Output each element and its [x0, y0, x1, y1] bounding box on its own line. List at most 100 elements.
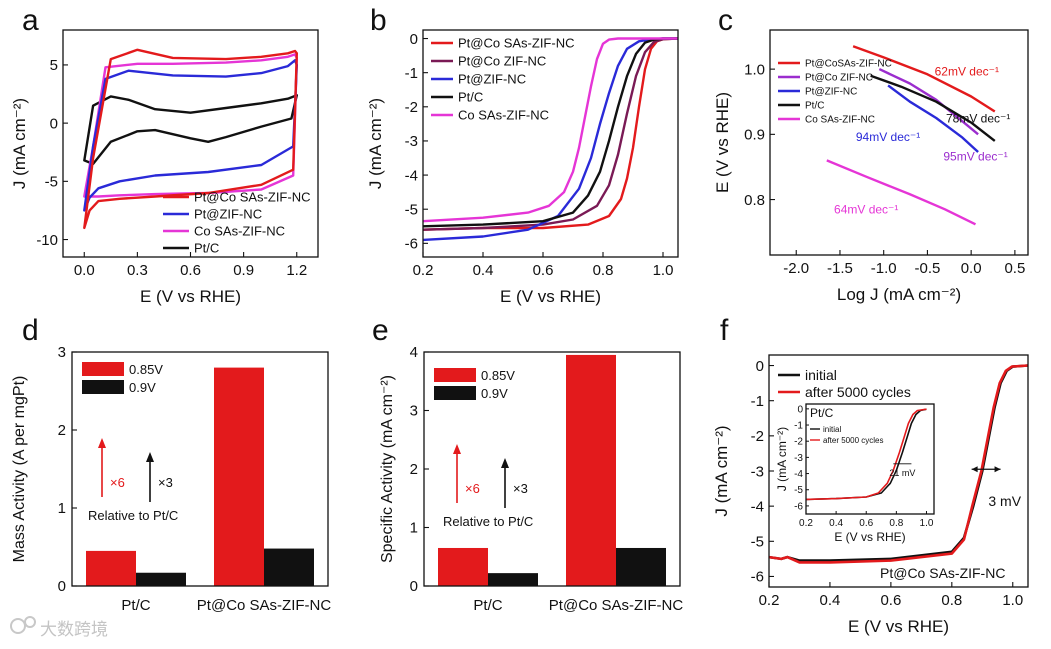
panel-label: b — [370, 4, 387, 37]
panel-label: c — [718, 4, 733, 37]
y-tick-label: -4 — [751, 498, 764, 515]
series-line-co-sas-zif-nc — [826, 159, 977, 226]
catalyst-label: Pt@Co SAs-ZIF-NC — [880, 565, 1005, 581]
series-line-co-sas-zif-nc — [422, 37, 678, 223]
inset-legend-entry: after 5000 cycles — [823, 436, 883, 445]
watermark: 大数跨境 — [10, 616, 108, 639]
bar-0-9v — [264, 548, 314, 586]
legend-swatch — [434, 368, 476, 382]
ratio-label-red: ×6 — [465, 481, 480, 496]
y-tick-label: 1 — [58, 500, 66, 517]
relative-note: Relative to Pt/C — [443, 514, 533, 529]
y-tick-label: -2 — [751, 428, 764, 445]
x-tick-label: 0.6 — [880, 592, 901, 609]
legend-entry: Pt@ZIF-NC — [805, 87, 857, 98]
panel-b: 0.2 0.4 0.6 0.8 1.0 0 -1 -2 -3 -4 -5 -6 E (V vs RHE)… — [366, 4, 679, 306]
legend-entry: Pt@Co ZIF-NC — [805, 73, 873, 84]
inset-y-tick-label: -2 — [794, 437, 803, 448]
legend-entry: Pt@CoSAs-ZIF-NC — [805, 59, 892, 70]
y-tick-label: 5 — [50, 57, 58, 74]
panel-d: Pt/C Pt@Co SAs-ZIF-NC 0 1 2 3 Mass Activity (A… — [11, 314, 331, 614]
x-tick-label: 0.4 — [473, 262, 494, 279]
y-tick-label: -1 — [751, 393, 764, 410]
inset-legend-entry: initial — [823, 425, 841, 434]
legend-entry: Pt/C — [194, 241, 219, 256]
panel-label: a — [22, 4, 39, 37]
x-tick-label: -0.5 — [914, 260, 940, 277]
y-tick-label: 0 — [58, 578, 66, 595]
legend-entry: 0.85V — [481, 368, 515, 383]
x-tick-label: 0.8 — [593, 262, 614, 279]
legend-swatch — [82, 362, 124, 376]
ratio-label-black: ×3 — [158, 475, 173, 490]
plot-frame — [71, 351, 329, 587]
y-axis-label: J (mA cm⁻²) — [712, 425, 731, 516]
inset-x-axis-label: E (V vs RHE) — [834, 530, 905, 544]
x-tick-label: 0.6 — [180, 262, 201, 279]
y-axis-label: Specific Activity (mA cm⁻²) — [379, 375, 396, 563]
y-tick-label: 2 — [58, 422, 66, 439]
legend-entry: Pt@ZIF-NC — [194, 207, 262, 222]
legend-swatch — [82, 380, 124, 394]
x-tick-label: 0.0 — [74, 262, 95, 279]
legend-entry: Pt@ZIF-NC — [458, 72, 526, 87]
ratio-label-red: ×6 — [110, 475, 125, 490]
inset-y-axis-label: J (mA cm⁻²) — [775, 427, 789, 491]
y-tick-label: 0 — [50, 115, 58, 132]
y-axis-label: J (mA cm⁻²) — [366, 98, 385, 189]
y-tick-label: -1 — [405, 65, 418, 82]
arrow-up-icon — [501, 458, 509, 468]
x-tick-label: 0.9 — [233, 262, 254, 279]
inset-y-tick-label: -6 — [794, 501, 803, 512]
y-tick-label: -5 — [751, 534, 764, 551]
y-tick-label: -5 — [405, 201, 418, 218]
panel-label: d — [22, 314, 39, 347]
bar-0-85v — [438, 547, 488, 586]
legend-entry: 0.9V — [129, 380, 156, 395]
y-tick-label: 0 — [410, 31, 418, 48]
series-line-after-5000-cycles — [768, 364, 1029, 564]
x-axis-label: E (V vs RHE) — [500, 287, 601, 306]
inset-x-tick-label: 0.6 — [859, 518, 873, 529]
ratio-label-black: ×3 — [513, 481, 528, 496]
series-line-after-5000-cycles — [805, 408, 927, 501]
y-tick-label: 3 — [410, 403, 418, 420]
inset-x-tick-label: 0.2 — [799, 518, 813, 529]
legend-swatch — [434, 386, 476, 400]
y-axis-label: Mass Activity (A per mgPt) — [11, 376, 28, 563]
bar-0-85v — [566, 354, 616, 586]
y-tick-label: 0 — [756, 358, 764, 375]
inset-y-tick-label: 0 — [797, 404, 803, 415]
legend-entry: after 5000 cycles — [805, 384, 911, 400]
legend-entry: 0.85V — [129, 362, 163, 377]
x-tick-label: 0.4 — [820, 592, 841, 609]
y-axis-label: J (mA cm⁻²) — [10, 98, 29, 189]
relative-note: Relative to Pt/C — [88, 508, 178, 523]
slope-annotation: 62mV dec⁻¹ — [935, 65, 999, 79]
legend-entry: Pt/C — [458, 90, 483, 105]
watermark-text: 大数跨境 — [40, 620, 108, 639]
y-tick-label: 2 — [410, 461, 418, 478]
legend-entry: Co SAs-ZIF-NC — [458, 108, 549, 123]
arrow-up-icon — [453, 444, 461, 454]
legend-entry: Pt@Co SAs-ZIF-NC — [458, 36, 574, 51]
legend-entry: Co SAs-ZIF-NC — [805, 115, 875, 126]
bar-0-85v — [214, 367, 264, 586]
inset-pt-c: 0.2 0.4 0.6 0.8 1.0 0 -1 -2 -3 -4 -5 -6 E (V vs RHE)… — [775, 403, 935, 544]
inset-y-tick-label: -5 — [794, 485, 803, 496]
legend-entry: Pt/C — [805, 101, 824, 112]
y-tick-label: -5 — [45, 174, 58, 191]
bar-0-85v — [86, 550, 136, 586]
watermark-logo-icon — [10, 616, 36, 634]
x-axis-label: Log J (mA cm⁻²) — [837, 285, 961, 304]
category-label: Pt@Co SAs-ZIF-NC — [549, 597, 684, 614]
arrow-right-icon — [971, 466, 978, 473]
x-tick-label: 0.3 — [127, 262, 148, 279]
panel-label: f — [720, 314, 729, 347]
slope-annotation: 94mV dec⁻¹ — [856, 130, 920, 144]
inset-title: Pt/C — [810, 406, 834, 420]
slope-annotation: 95mV dec⁻¹ — [943, 149, 1007, 163]
inset-y-tick-label: -3 — [794, 453, 803, 464]
category-label: Pt@Co SAs-ZIF-NC — [197, 597, 332, 614]
x-tick-label: 1.0 — [653, 262, 674, 279]
